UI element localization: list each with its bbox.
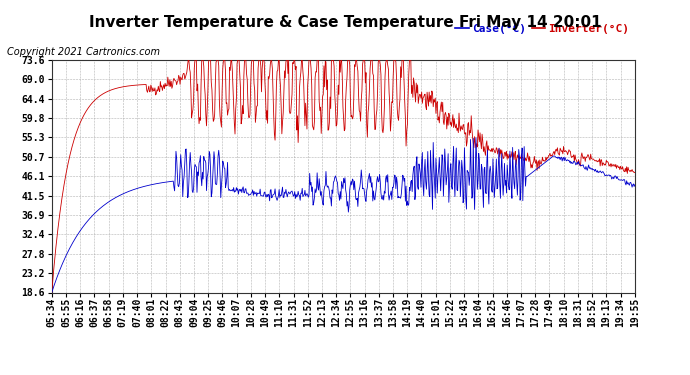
Legend: Case(°C), Inverter(°C): Case(°C), Inverter(°C) (455, 24, 629, 34)
Text: Copyright 2021 Cartronics.com: Copyright 2021 Cartronics.com (7, 47, 160, 57)
Text: Inverter Temperature & Case Temperature Fri May 14 20:01: Inverter Temperature & Case Temperature … (89, 15, 601, 30)
